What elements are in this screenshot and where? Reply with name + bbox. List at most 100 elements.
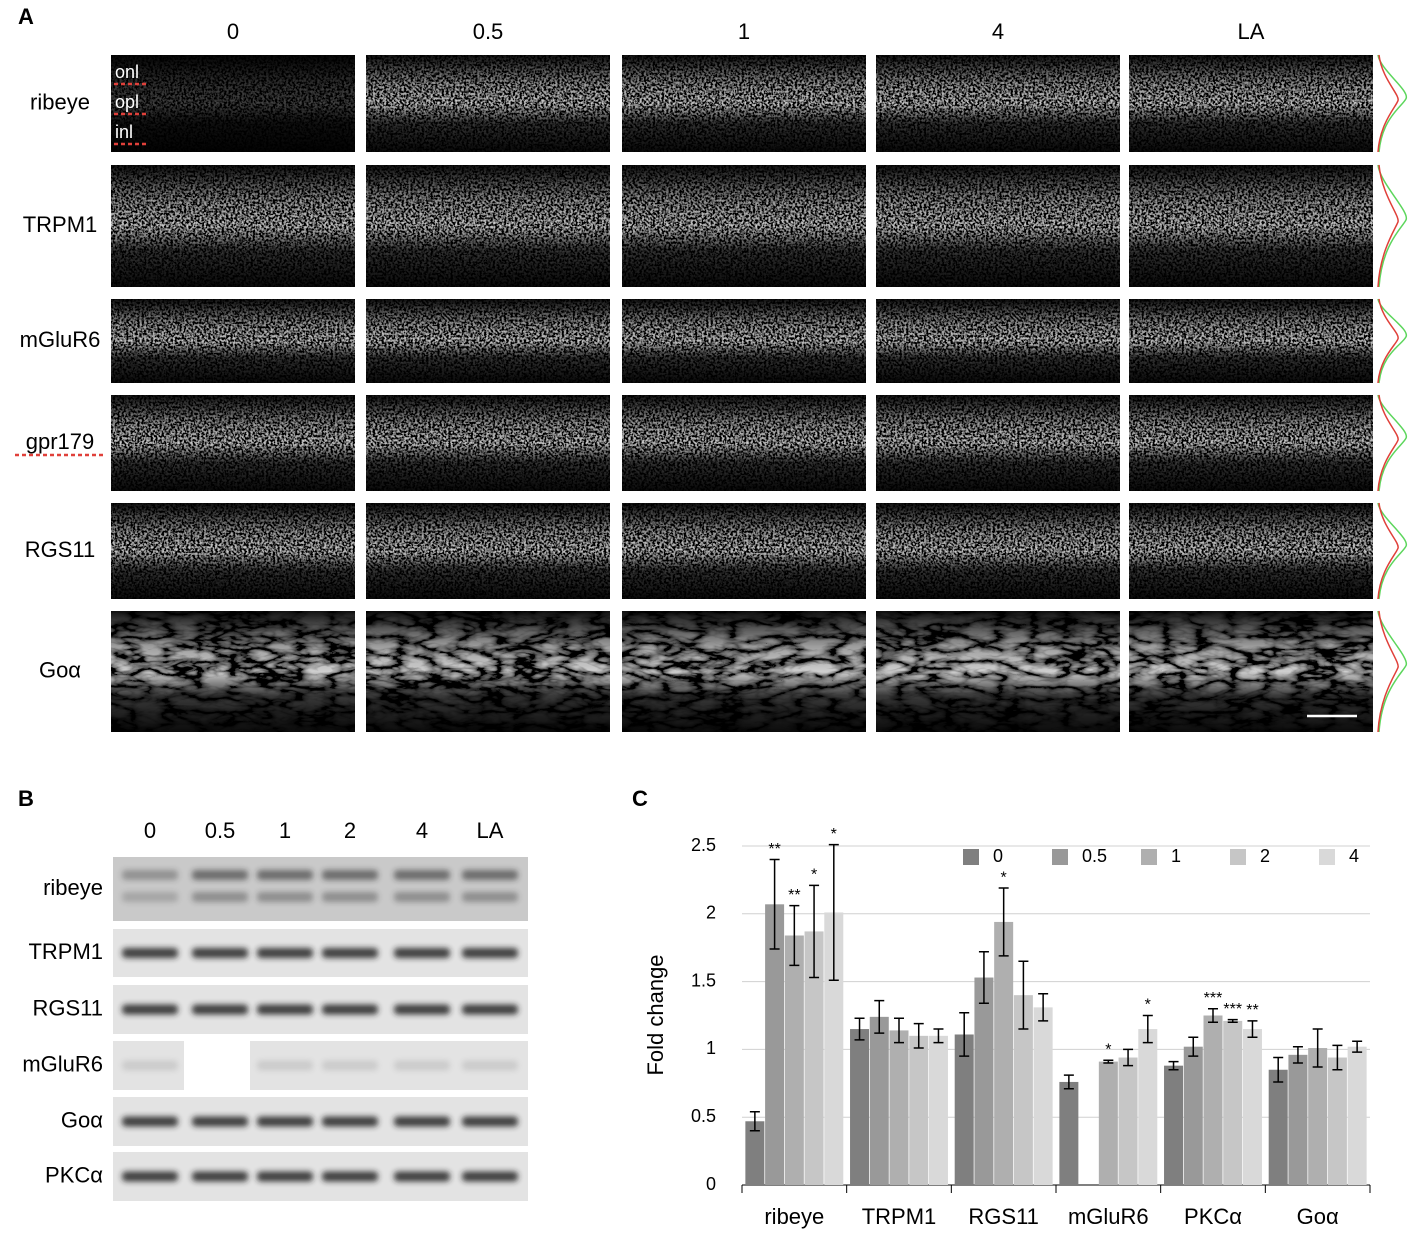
row-label: TRPM1 (23, 212, 98, 237)
blot-membrane (113, 929, 528, 977)
error-bar (769, 858, 780, 950)
x-tick-label: mGluR6 (1068, 1204, 1149, 1229)
column-label: 0 (144, 818, 156, 843)
image-signal (1129, 395, 1373, 491)
error-bar (749, 1111, 760, 1132)
legend-swatch (1052, 849, 1068, 865)
profile-red (1377, 502, 1399, 600)
error-bar-line (894, 1017, 904, 1044)
image-signal (366, 395, 610, 491)
x-tick-label: RGS11 (968, 1204, 1039, 1229)
image-signal (876, 395, 1120, 491)
blot-band (394, 948, 450, 958)
micrograph (622, 55, 866, 152)
error-bar-line (1273, 1056, 1284, 1083)
micrograph (1129, 503, 1373, 599)
bar (1183, 1046, 1203, 1185)
profile-red (1377, 164, 1399, 288)
error-bar-line (874, 999, 885, 1034)
micrograph (111, 503, 355, 599)
blot-band (257, 1060, 313, 1071)
blot-band (192, 870, 248, 880)
micrograph (111, 55, 355, 152)
error-bar-line (1208, 1007, 1218, 1024)
micrograph (111, 395, 355, 491)
image-signal (1129, 299, 1373, 383)
row-label: TRPM1 (28, 939, 103, 964)
error-bar-line (809, 884, 820, 979)
micrograph (876, 165, 1120, 287)
blot-band (462, 870, 518, 880)
blot-band (322, 1116, 378, 1127)
bar (1327, 1057, 1347, 1185)
row-label: PKCα (45, 1162, 103, 1187)
error-bar-line (1038, 993, 1049, 1022)
blot-band (322, 1171, 378, 1182)
blot-band (322, 892, 378, 902)
micrograph (111, 611, 355, 732)
blot-band (122, 1171, 178, 1182)
profile-red (1377, 298, 1399, 384)
error-bar (1292, 1045, 1303, 1064)
image-signal (876, 503, 1120, 599)
bar (1013, 995, 1033, 1185)
error-bar (959, 1012, 970, 1057)
row-label: Goα (61, 1107, 103, 1132)
micrograph (366, 611, 610, 732)
micrograph (366, 299, 610, 383)
y-tick-label: 0.5 (691, 1106, 716, 1126)
blot-membrane (113, 985, 528, 1034)
image-signal (111, 611, 355, 732)
blot-band (462, 948, 518, 958)
blot-band (257, 1004, 313, 1015)
image-signal (622, 611, 866, 732)
micrograph (1129, 611, 1373, 732)
bar (1223, 1020, 1243, 1185)
image-signal (876, 299, 1120, 383)
profile-red (1377, 394, 1399, 492)
error-bar (1312, 1028, 1323, 1068)
blot-band (122, 1116, 178, 1127)
error-bar-line (1352, 1040, 1363, 1053)
image-signal (111, 165, 355, 287)
panel-label: C (632, 786, 648, 811)
blot-band (462, 892, 518, 902)
legend-swatch (963, 849, 979, 865)
error-bar (998, 887, 1009, 957)
error-bar-line (1188, 1036, 1199, 1057)
blot-band (257, 892, 313, 902)
blot-band (192, 948, 248, 958)
micrograph (111, 165, 355, 287)
image-signal (622, 395, 866, 491)
micrograph (366, 503, 610, 599)
blot-band (462, 1060, 518, 1071)
blot-band (462, 1004, 518, 1015)
panel-label: A (18, 4, 34, 29)
image-signal (1129, 503, 1373, 599)
micrograph (1129, 299, 1373, 383)
micrograph (876, 299, 1120, 383)
error-bar (933, 1028, 944, 1044)
micrograph (366, 165, 610, 287)
column-label: 0.5 (473, 19, 504, 44)
error-bar (1352, 1040, 1363, 1053)
significance-label: * (1145, 997, 1151, 1014)
blot-band (394, 1116, 450, 1127)
image-signal (111, 503, 355, 599)
micrograph (876, 503, 1120, 599)
error-bar-line (828, 843, 839, 981)
image-signal (1129, 611, 1373, 732)
blot-membrane (113, 1097, 528, 1146)
blot-membrane (113, 1152, 528, 1201)
error-bar-line (1018, 960, 1029, 1030)
significance-label: * (811, 867, 817, 884)
blot-band (322, 870, 378, 880)
error-bar-line (913, 1022, 924, 1049)
bar (954, 1034, 974, 1185)
error-bar-line (1292, 1045, 1303, 1064)
row-label: ribeye (43, 875, 103, 900)
error-bar (1247, 1020, 1258, 1038)
layer-label: onl (115, 62, 139, 82)
bar (1059, 1081, 1079, 1185)
error-bar-line (1227, 1018, 1238, 1024)
